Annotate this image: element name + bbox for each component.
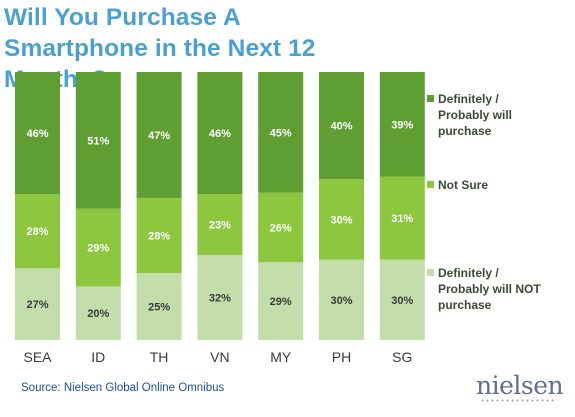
bar-sg-definitely-probably-will-not-purchase (379, 259, 425, 340)
data-label: 46% (26, 128, 48, 140)
data-label: 26% (270, 222, 292, 234)
x-tick-label: SG (392, 349, 412, 365)
data-label: 47% (148, 130, 170, 142)
data-label: 31% (391, 213, 413, 225)
bar-th-not-sure (136, 197, 182, 273)
x-tick-label: SEA (23, 349, 52, 365)
data-label: 45% (270, 127, 292, 139)
bar-ph-not-sure (319, 179, 364, 260)
bar-vn-not-sure (197, 194, 243, 256)
bar-sg-not-sure (379, 176, 425, 260)
logo-dot-underline (480, 399, 556, 402)
legend-swatch-definitely-probably-will-purchase (427, 95, 434, 102)
chart-title: Will You Purchase A Smartphone in the Ne… (4, 4, 316, 93)
bar-my-definitely-probably-will-purchase (258, 72, 304, 193)
bar-id-definitely-probably-will-not-purchase (75, 286, 121, 340)
bar-sea-definitely-probably-will-purchase (15, 72, 60, 195)
data-label: 29% (87, 243, 109, 255)
bar-my-not-sure (258, 192, 304, 263)
nielsen-logo: nielsen (476, 371, 564, 400)
legend-swatch-not-sure (427, 181, 434, 188)
data-label: 27% (26, 299, 48, 311)
data-label: 30% (391, 295, 413, 307)
x-tick-label: ID (91, 349, 105, 365)
legend-label-definitely-probably-will-purchase: Definitely / Probably will purchase (438, 92, 512, 138)
data-label: 23% (209, 220, 231, 232)
data-label: 25% (148, 302, 170, 314)
source-note: Source: Nielsen Global Online Omnibus (21, 382, 225, 394)
data-label: 32% (209, 293, 231, 305)
bar-id-definitely-probably-will-purchase (75, 72, 121, 209)
bar-sg-definitely-probably-will-purchase (379, 72, 425, 177)
data-label: 30% (330, 214, 352, 226)
bar-ph-definitely-probably-will-purchase (319, 72, 364, 180)
legend-label-definitely-probably-will-not-purchase: Definitely / Probably will NOT purchase (438, 266, 541, 312)
data-label: 20% (87, 308, 109, 320)
x-tick-label: MY (270, 349, 292, 365)
bar-ph-definitely-probably-will-not-purchase (319, 259, 364, 340)
data-label: 40% (330, 121, 352, 133)
bar-my-definitely-probably-will-not-purchase (258, 262, 304, 340)
bar-vn-definitely-probably-will-purchase (197, 72, 243, 195)
data-label: 39% (391, 119, 413, 131)
bar-th-definitely-probably-will-purchase (136, 72, 182, 198)
data-label: 51% (87, 135, 109, 147)
data-label: 29% (270, 296, 292, 308)
bar-sea-definitely-probably-will-not-purchase (15, 268, 60, 340)
bar-vn-definitely-probably-will-not-purchase (197, 255, 243, 340)
x-tick-label: TH (150, 349, 169, 365)
legend-label-not-sure: Not Sure (438, 178, 488, 192)
bar-sea-not-sure (15, 194, 60, 269)
data-label: 28% (26, 226, 48, 238)
data-label: 46% (209, 128, 231, 140)
x-tick-label: VN (210, 349, 229, 365)
bar-th-definitely-probably-will-not-purchase (136, 273, 182, 340)
bar-id-not-sure (75, 208, 121, 287)
x-tick-label: PH (332, 349, 351, 365)
data-label: 28% (148, 230, 170, 242)
data-label: 30% (330, 295, 352, 307)
legend-swatch-definitely-probably-will-not-purchase (427, 269, 434, 276)
